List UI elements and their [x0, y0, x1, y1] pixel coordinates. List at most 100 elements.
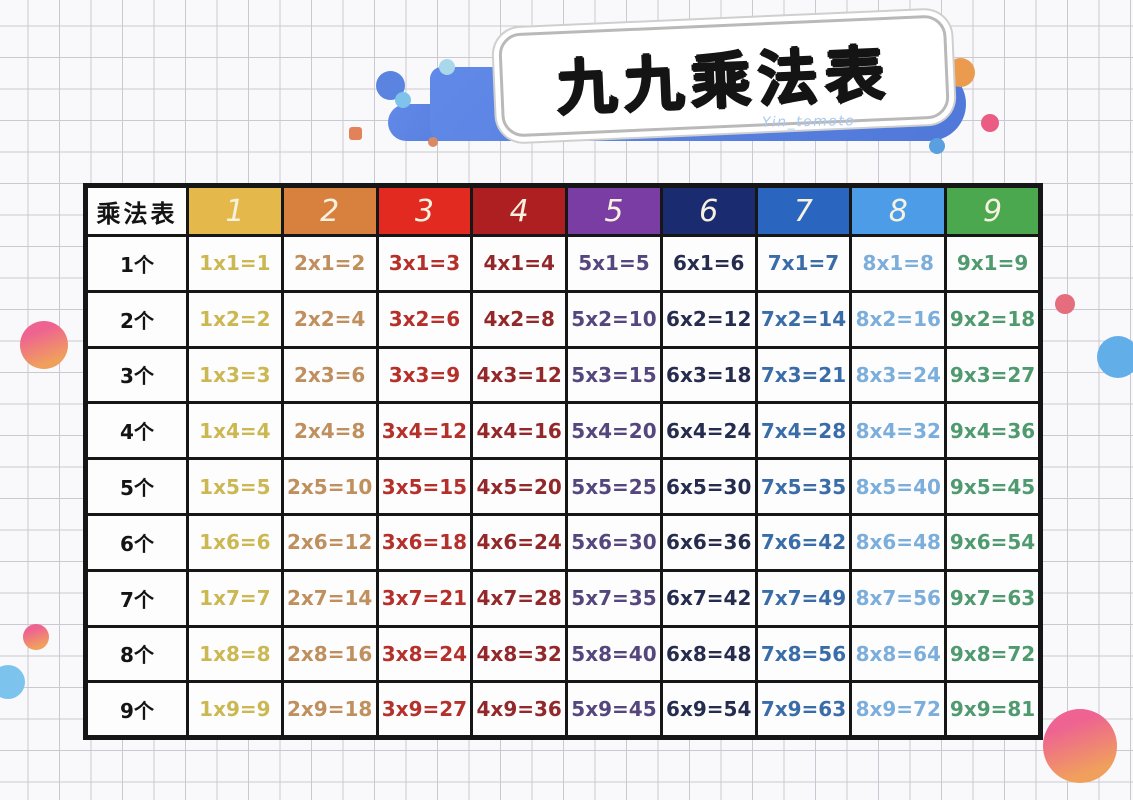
splash-lightblue-dot-2	[395, 92, 411, 108]
cell: 7x7=49	[754, 568, 853, 628]
cell: 9x5=45	[944, 457, 1042, 516]
row-label: 7个	[84, 568, 189, 628]
cell: 4x9=36	[470, 680, 569, 740]
cell: 6x4=24	[659, 401, 758, 461]
table-row: 3个 1x3=3 2x3=6 3x3=9 4x3=12 5x3=15 6x3=1…	[84, 345, 1042, 405]
cell: 7x8=56	[754, 624, 853, 684]
row-label: 3个	[84, 345, 189, 405]
bottom-right-gradient-circle	[1043, 709, 1117, 783]
cell: 7x1=7	[754, 234, 853, 293]
cell: 4x3=12	[470, 345, 569, 405]
cell: 5x8=40	[565, 624, 663, 684]
column-header-8: 8	[849, 184, 948, 237]
cell: 7x5=35	[754, 457, 853, 516]
table-row: 1个 1x1=1 2x1=2 3x1=3 4x1=4 5x1=5 6x1=6 7…	[84, 234, 1042, 293]
column-header-7: 7	[754, 184, 853, 237]
column-header-4: 4	[470, 184, 569, 237]
right-pink-dot	[1055, 294, 1075, 314]
table-row: 6个 1x6=6 2x6=12 3x6=18 4x6=24 5x6=30 6x6…	[84, 512, 1042, 572]
cell: 7x4=28	[754, 401, 853, 461]
table-row: 8个 1x8=8 2x8=16 3x8=24 4x8=32 5x8=40 6x8…	[84, 624, 1042, 684]
banner-pink-dot	[981, 114, 999, 132]
banner-small-blue-dot	[929, 138, 945, 154]
cell: 5x5=25	[565, 457, 663, 516]
page-title: 九九乘法表	[555, 39, 894, 124]
cell: 6x9=54	[659, 680, 758, 740]
cell: 9x9=81	[944, 680, 1042, 740]
cell: 3x9=27	[375, 680, 474, 740]
cell: 8x7=56	[849, 568, 948, 628]
cell: 6x1=6	[659, 234, 758, 293]
cell: 4x2=8	[470, 289, 569, 349]
cell: 3x7=21	[375, 568, 474, 628]
cell: 5x4=20	[565, 401, 663, 461]
column-header-3: 3	[375, 184, 474, 237]
table-row: 9个 1x9=9 2x9=18 3x9=27 4x9=36 5x9=45 6x9…	[84, 680, 1042, 740]
cell: 5x6=30	[565, 512, 663, 572]
cell: 1x4=4	[186, 401, 284, 461]
cell: 3x4=12	[375, 401, 474, 461]
row-label: 4个	[84, 401, 189, 461]
column-header-1: 1	[186, 184, 284, 237]
cell: 1x1=1	[186, 234, 284, 293]
row-label: 9个	[84, 680, 189, 740]
cell: 6x3=18	[659, 345, 758, 405]
right-blue-circle	[1097, 336, 1133, 378]
cell: 8x6=48	[849, 512, 948, 572]
cell: 6x6=36	[659, 512, 758, 572]
cell: 7x9=63	[754, 680, 853, 740]
cell: 3x6=18	[375, 512, 474, 572]
cell: 3x5=15	[375, 457, 474, 516]
table-corner-label: 乘法表	[84, 184, 189, 237]
table-row: 2个 1x2=2 2x2=4 3x2=6 4x2=8 5x2=10 6x2=12…	[84, 289, 1042, 349]
table-row: 5个 1x5=5 2x5=10 3x5=15 4x5=20 5x5=25 6x5…	[84, 457, 1042, 516]
cell: 1x3=3	[186, 345, 284, 405]
splash-small-orange-dot	[428, 137, 438, 147]
cell: 7x2=14	[754, 289, 853, 349]
multiplication-table: 乘法表 1 2 3 4 5 6 7 8 9 1个 1x1=1 2x1=2 3x1…	[83, 183, 1043, 741]
cell: 4x7=28	[470, 568, 569, 628]
cell: 9x2=18	[944, 289, 1042, 349]
cell: 9x7=63	[944, 568, 1042, 628]
cell: 2x3=6	[280, 345, 379, 405]
cell: 1x5=5	[186, 457, 284, 516]
cell: 4x1=4	[470, 234, 569, 293]
cell: 2x7=14	[280, 568, 379, 628]
title-sticker: 九九乘法表	[497, 14, 951, 138]
cell: 1x2=2	[186, 289, 284, 349]
cell: 3x3=9	[375, 345, 474, 405]
cell: 9x8=72	[944, 624, 1042, 684]
row-label: 1个	[84, 234, 189, 293]
cell: 5x2=10	[565, 289, 663, 349]
cell: 6x7=42	[659, 568, 758, 628]
cell: 2x8=16	[280, 624, 379, 684]
header-row: 乘法表 1 2 3 4 5 6 7 8 9	[84, 184, 1042, 237]
cell: 1x7=7	[186, 568, 284, 628]
cell: 4x4=16	[470, 401, 569, 461]
cell: 2x1=2	[280, 234, 379, 293]
row-label: 5个	[84, 457, 189, 516]
column-header-9: 9	[944, 184, 1042, 237]
table-row: 4个 1x4=4 2x4=8 3x4=12 4x4=16 5x4=20 6x4=…	[84, 401, 1042, 461]
cell: 5x1=5	[565, 234, 663, 293]
row-label: 8个	[84, 624, 189, 684]
cell: 9x1=9	[944, 234, 1042, 293]
cell: 1x8=8	[186, 624, 284, 684]
cell: 8x9=72	[849, 680, 948, 740]
cell: 6x5=30	[659, 457, 758, 516]
cell: 3x8=24	[375, 624, 474, 684]
left-gradient-circle	[20, 321, 68, 369]
cell: 1x6=6	[186, 512, 284, 572]
banner-orange-circle	[946, 58, 975, 87]
row-label: 6个	[84, 512, 189, 572]
cell: 2x6=12	[280, 512, 379, 572]
cell: 2x9=18	[280, 680, 379, 740]
cell: 2x4=8	[280, 401, 379, 461]
cell: 2x5=10	[280, 457, 379, 516]
cell: 4x5=20	[470, 457, 569, 516]
column-header-2: 2	[280, 184, 379, 237]
cell: 4x8=32	[470, 624, 569, 684]
cell: 8x3=24	[849, 345, 948, 405]
cell: 5x3=15	[565, 345, 663, 405]
